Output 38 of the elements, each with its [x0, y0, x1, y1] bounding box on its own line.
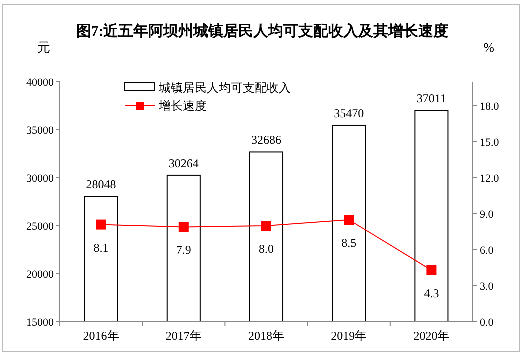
- point: [344, 215, 354, 225]
- y-axis-title: 元: [38, 40, 50, 55]
- point: [178, 222, 189, 232]
- x-tick-label: 2016年: [83, 329, 120, 343]
- y-tick-label: 25000: [26, 221, 54, 233]
- y2-tick-label: 0.0: [480, 317, 494, 329]
- y2-tick-label: 12.0: [480, 173, 500, 185]
- legend-label: 增长速度: [158, 99, 207, 113]
- data-label: 8.1: [94, 240, 109, 255]
- x-tick-label: 2020年: [414, 329, 450, 343]
- y-tick-label: 35000: [26, 125, 54, 137]
- point: [96, 220, 106, 230]
- y-tick-label: 15000: [26, 317, 54, 329]
- y2-tick-label: 15.0: [480, 137, 500, 149]
- y2-tick-label: 18.0: [480, 101, 500, 113]
- data-label: 37011: [416, 92, 446, 106]
- data-label: 28048: [86, 178, 116, 192]
- point: [426, 265, 437, 276]
- point: [262, 221, 272, 231]
- data-label: 8.5: [342, 236, 357, 250]
- y-tick-label: 30000: [26, 173, 54, 185]
- y2-tick-label: 6.0: [480, 245, 494, 257]
- x-tick-label: 2018年: [248, 329, 284, 343]
- data-label: 7.9: [176, 243, 192, 258]
- y-tick-label: 20000: [26, 269, 54, 281]
- data-label: 30264: [168, 156, 199, 170]
- chart-title: 图7:近五年阿坝州城镇居民人均可支配收入及其增长速度: [76, 22, 449, 40]
- data-label: 8.0: [259, 242, 274, 256]
- data-label: 32686: [252, 133, 282, 148]
- y-tick-label: 40000: [26, 77, 54, 89]
- y2-axis-title: %: [484, 40, 495, 55]
- y2-tick-label: 3.0: [480, 281, 494, 293]
- y2-tick-label: 9.0: [480, 209, 494, 221]
- legend-label: 城镇居民人均可支配收入: [158, 81, 291, 95]
- x-tick-label: 2019年: [331, 329, 368, 343]
- x-tick-label: 2017年: [166, 329, 202, 343]
- data-label: 4.3: [424, 286, 440, 300]
- data-label: 35470: [334, 106, 364, 120]
